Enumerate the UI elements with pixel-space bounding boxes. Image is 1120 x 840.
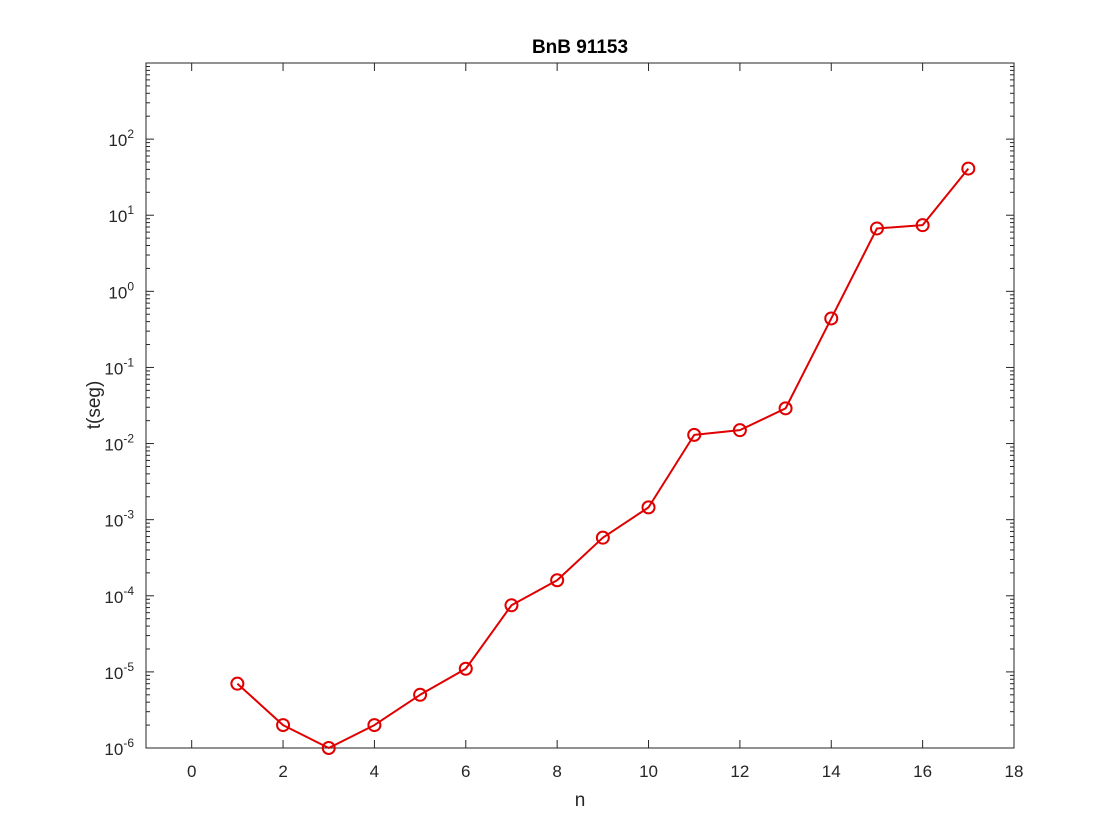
x-tick-label: 4 bbox=[370, 762, 379, 781]
x-tick-label: 12 bbox=[730, 762, 749, 781]
x-tick-label: 6 bbox=[461, 762, 470, 781]
y-tick-label: 10-6 bbox=[104, 736, 134, 759]
x-tick-label: 14 bbox=[822, 762, 841, 781]
data-point bbox=[915, 218, 930, 233]
data-point bbox=[824, 311, 839, 326]
x-axis-label: n bbox=[575, 790, 586, 811]
data-point bbox=[732, 423, 747, 438]
data-point bbox=[687, 427, 702, 442]
y-tick-label: 101 bbox=[108, 203, 134, 226]
y-tick-label: 10-3 bbox=[104, 508, 134, 531]
y-axis: 10-6 10-5 10-4 10-3 10-2 10-1 100 101 102 bbox=[104, 65, 1014, 759]
x-tick-label: 8 bbox=[552, 762, 561, 781]
data-point bbox=[641, 500, 656, 515]
plot-area bbox=[146, 63, 1014, 748]
y-axis-label: t(seg) bbox=[84, 381, 105, 430]
data-point bbox=[778, 401, 793, 416]
series-line bbox=[236, 167, 970, 749]
y-tick-label: 10-5 bbox=[104, 660, 134, 683]
data-point bbox=[413, 687, 428, 702]
x-tick-label: 16 bbox=[913, 762, 932, 781]
series-layer bbox=[230, 161, 976, 755]
y-tick-label: 10-4 bbox=[104, 584, 134, 607]
data-point bbox=[504, 598, 519, 613]
x-tick-label: 2 bbox=[278, 762, 287, 781]
x-axis: 0 2 4 6 8 10 12 14 16 18 bbox=[187, 63, 1024, 781]
x-tick-label: 0 bbox=[187, 762, 196, 781]
axes-frame bbox=[145, 62, 1015, 749]
chart-title: BnB 91153 bbox=[532, 37, 628, 58]
y-tick-label: 10-1 bbox=[104, 355, 134, 378]
data-point bbox=[595, 530, 610, 545]
data-point bbox=[276, 718, 291, 733]
data-point bbox=[230, 676, 245, 691]
x-tick-label: 10 bbox=[639, 762, 658, 781]
axes-box bbox=[145, 62, 1015, 749]
data-point bbox=[869, 221, 884, 236]
y-tick-label: 10-2 bbox=[104, 432, 134, 455]
data-point bbox=[367, 718, 382, 733]
y-tick-label: 100 bbox=[108, 279, 134, 302]
y-tick-label: 102 bbox=[108, 127, 134, 150]
data-point bbox=[961, 161, 976, 176]
data-point bbox=[458, 661, 473, 676]
x-tick-label: 18 bbox=[1005, 762, 1024, 781]
data-point bbox=[321, 741, 336, 755]
data-point bbox=[550, 573, 565, 588]
